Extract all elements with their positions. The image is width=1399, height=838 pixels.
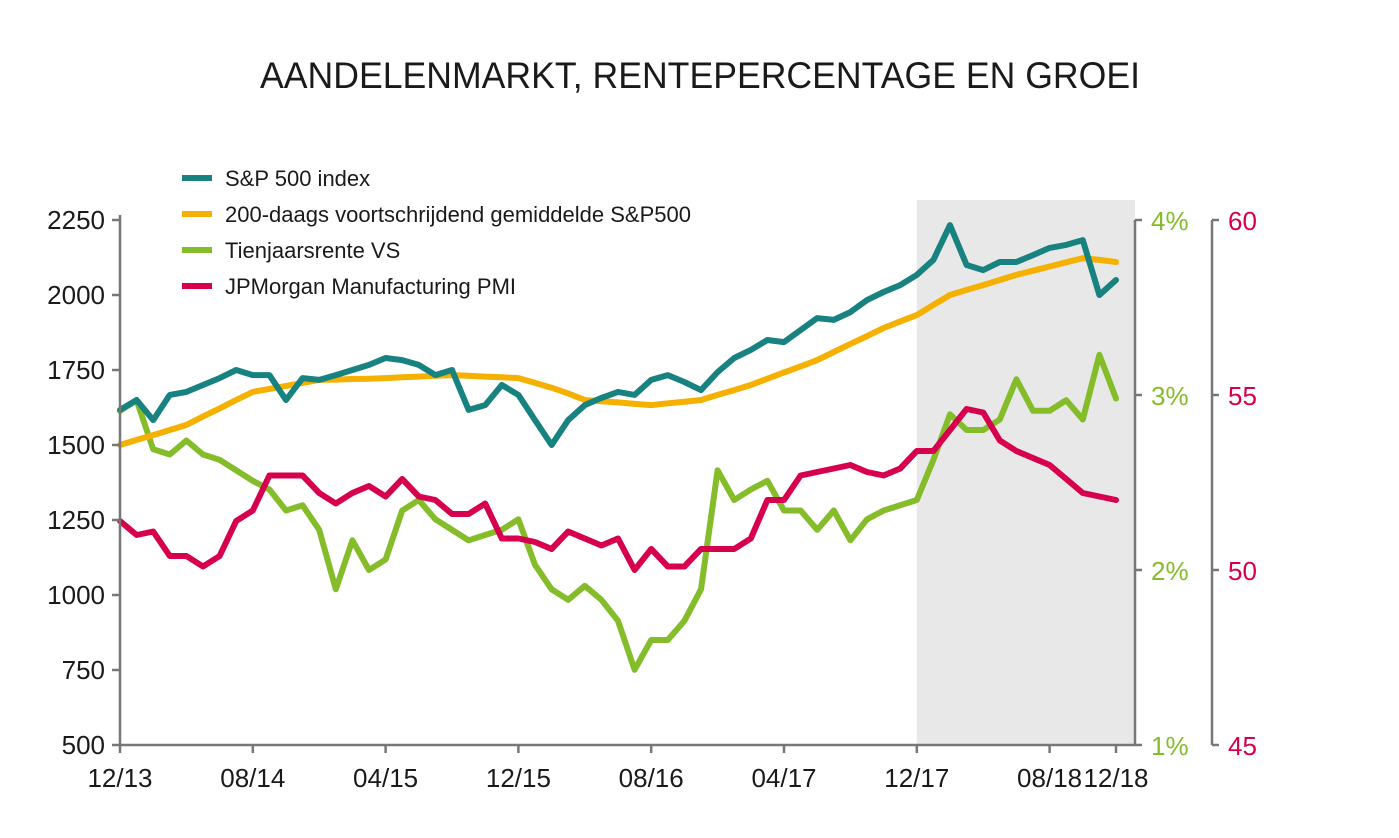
legend-label: 200-daags voortschrijdend gemiddelde S&P… [225,202,691,227]
x-axis-tick-label: 12/15 [486,763,551,793]
right2-axis-tick-label: 50 [1228,556,1257,586]
left-axis-tick-label: 1500 [47,430,105,460]
left-axis-tick-label: 2000 [47,280,105,310]
series-line-0 [117,222,1119,448]
left-axis-tick-label: 500 [62,730,105,760]
chart-title: AANDELENMARKT, RENTEPERCENTAGE EN GROEI [260,55,1140,96]
x-axis-tick-label: 04/17 [751,763,816,793]
x-axis-tick-label: 08/16 [619,763,684,793]
x-axis-tick-label: 08/14 [220,763,285,793]
x-axis-tick-label: 12/13 [87,763,152,793]
left-axis-tick-label: 1250 [47,505,105,535]
x-axis-tick-label: 12/17 [884,763,949,793]
axes-layer: 500 750 1000 1250 1500 1750 2000 2250 12/13 08/14… [47,205,1257,793]
right1-axis-tick-label: 4% [1151,206,1189,236]
series-layer [117,222,1119,673]
right2-axis-tick-label: 60 [1228,206,1257,236]
series-line-1 [117,255,1119,448]
series-line-2 [117,351,1119,673]
right1-axis-tick-label: 3% [1151,381,1189,411]
left-axis-tick-label: 2250 [47,205,105,235]
highlight-region [916,200,1135,745]
x-axis-tick-label: 08/18 [1017,763,1082,793]
left-axis-tick-label: 750 [62,655,105,685]
right2-axis-tick-label: 45 [1228,731,1257,761]
legend-label: Tienjaarsrente VS [225,238,400,263]
x-axis-tick-label: 04/15 [353,763,418,793]
x-axis-tick-label: 12/18 [1083,763,1148,793]
legend-label: JPMorgan Manufacturing PMI [225,274,516,299]
left-axis-tick-label: 1000 [47,580,105,610]
right2-axis-tick-label: 55 [1228,381,1257,411]
series-line-3 [117,406,1119,573]
right1-axis-tick-label: 1% [1151,731,1189,761]
legend-label: S&P 500 index [225,166,370,191]
left-axis-tick-label: 1750 [47,355,105,385]
right1-axis-tick-label: 2% [1151,556,1189,586]
legend: S&P 500 index 200-daags voortschrijdend g… [182,166,691,299]
